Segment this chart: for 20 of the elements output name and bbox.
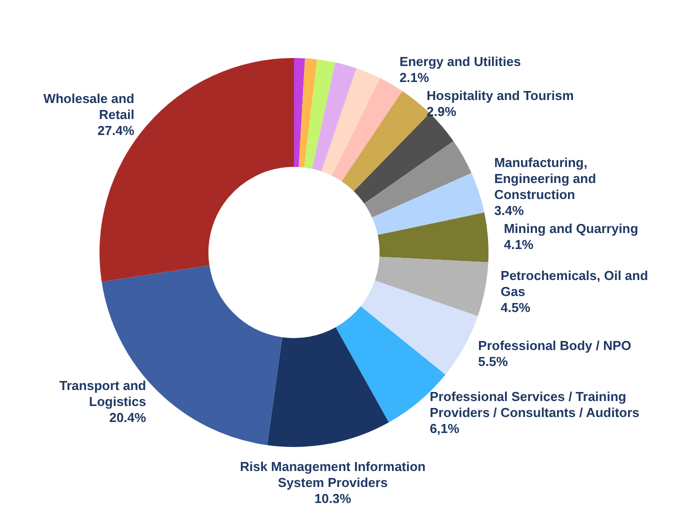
slice-label: Wholesale and Retail	[43, 90, 134, 122]
data-label: 2.9%	[426, 104, 457, 119]
slice-label: Mining and Quarrying	[504, 221, 638, 236]
data-label: 27.4%	[97, 122, 135, 138]
data-label: 3.4%	[494, 203, 524, 218]
slice-label: Hospitality and Tourism	[426, 88, 574, 103]
slice-label: Risk Management Information System Providers	[240, 458, 426, 490]
slice-label: Energy and Utilities	[399, 54, 521, 69]
slice-label: Transport and Logistics	[59, 378, 146, 409]
data-label: 4.5%	[500, 300, 531, 316]
data-label: 20.4%	[109, 410, 147, 425]
slice-label: Manufacturing, Engineering and Construction	[494, 155, 596, 202]
data-label: 6,1%	[430, 421, 460, 436]
slice-label: Professional Body / NPO	[478, 338, 632, 354]
data-label: 4.1%	[504, 237, 534, 252]
slice-label: Petrochemicals, Oil and Gas	[500, 268, 648, 300]
slice-label: Professional Services / Training Providers / Consultants / Auditors	[430, 389, 640, 420]
data-label: 2.1%	[399, 70, 430, 85]
data-label: 5.5%	[478, 354, 508, 370]
data-label: 10.3%	[314, 490, 352, 506]
